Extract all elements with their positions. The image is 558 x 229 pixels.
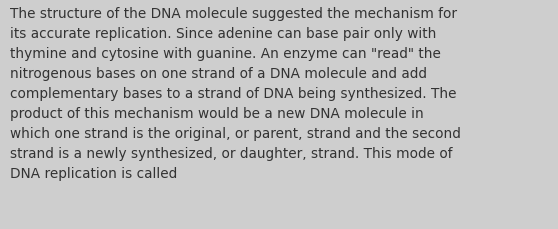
Text: The structure of the DNA molecule suggested the mechanism for
its accurate repli: The structure of the DNA molecule sugges…: [10, 7, 461, 180]
